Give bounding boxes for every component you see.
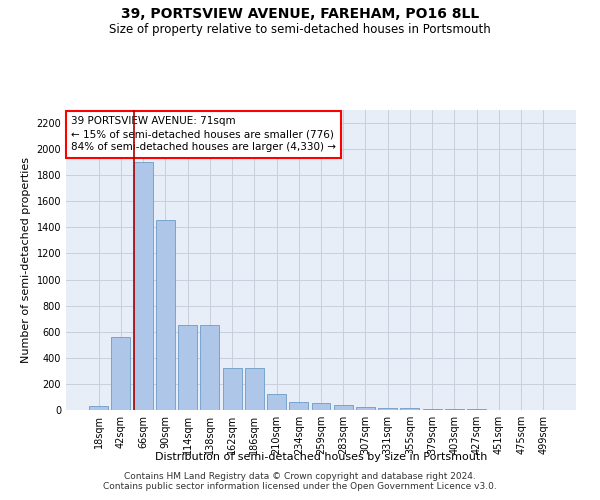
Bar	[334, 405, 353, 410]
Bar	[156, 220, 175, 410]
Bar	[311, 404, 331, 410]
Bar	[200, 325, 219, 410]
Text: Distribution of semi-detached houses by size in Portsmouth: Distribution of semi-detached houses by …	[155, 452, 487, 462]
Bar	[378, 408, 397, 410]
Bar	[112, 337, 130, 410]
Bar	[423, 408, 442, 410]
Text: Contains HM Land Registry data © Crown copyright and database right 2024.: Contains HM Land Registry data © Crown c…	[124, 472, 476, 481]
Bar	[267, 394, 286, 410]
Text: Size of property relative to semi-detached houses in Portsmouth: Size of property relative to semi-detach…	[109, 22, 491, 36]
Bar	[400, 408, 419, 410]
Bar	[445, 409, 464, 410]
Bar	[356, 406, 375, 410]
Bar	[89, 406, 108, 410]
Y-axis label: Number of semi-detached properties: Number of semi-detached properties	[21, 157, 31, 363]
Bar	[245, 368, 264, 410]
Text: 39, PORTSVIEW AVENUE, FAREHAM, PO16 8LL: 39, PORTSVIEW AVENUE, FAREHAM, PO16 8LL	[121, 8, 479, 22]
Bar	[289, 402, 308, 410]
Text: Contains public sector information licensed under the Open Government Licence v3: Contains public sector information licen…	[103, 482, 497, 491]
Bar	[134, 162, 152, 410]
Text: 39 PORTSVIEW AVENUE: 71sqm
← 15% of semi-detached houses are smaller (776)
84% o: 39 PORTSVIEW AVENUE: 71sqm ← 15% of semi…	[71, 116, 336, 152]
Bar	[223, 368, 242, 410]
Bar	[178, 325, 197, 410]
